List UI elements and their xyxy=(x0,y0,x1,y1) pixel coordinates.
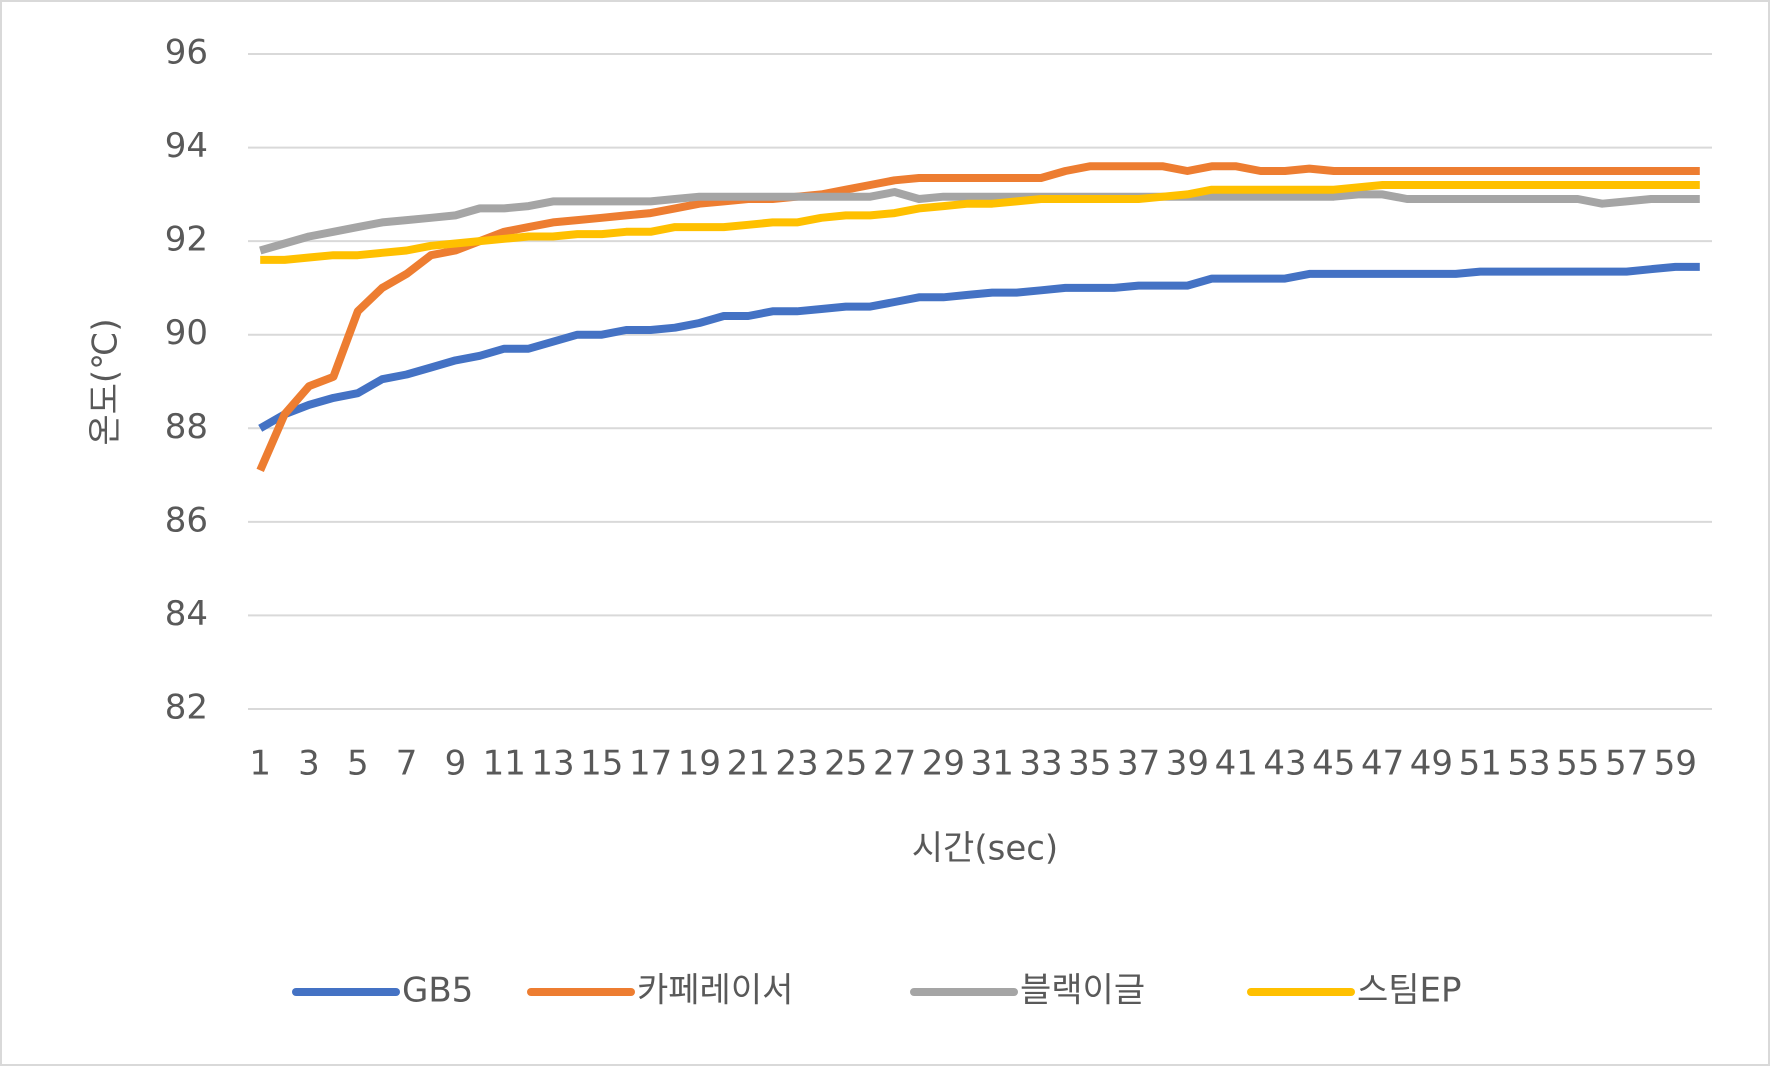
y-tick-label: 90 xyxy=(165,313,208,353)
x-tick-label: 45 xyxy=(1312,744,1355,784)
series-line xyxy=(258,262,1700,432)
x-tick-label: 25 xyxy=(824,744,867,784)
x-tick-label: 19 xyxy=(678,744,721,784)
x-tick-label: 43 xyxy=(1263,744,1306,784)
x-tick-label: 23 xyxy=(775,744,818,784)
x-tick-label: 15 xyxy=(580,744,623,784)
series-line xyxy=(259,188,1700,255)
x-tick-label: 7 xyxy=(396,744,418,784)
x-axis-title: 시간(sec) xyxy=(912,829,1058,869)
y-tick-label: 92 xyxy=(165,220,208,260)
x-tick-label: 17 xyxy=(629,744,672,784)
x-tick-label: 51 xyxy=(1459,744,1502,784)
series-line xyxy=(260,181,1700,264)
y-tick-label: 94 xyxy=(165,126,208,166)
legend-label: 카페레이서 xyxy=(637,971,793,1011)
x-tick-label: 5 xyxy=(347,744,369,784)
x-tick-label: 21 xyxy=(727,744,770,784)
x-tick-label: 3 xyxy=(298,744,320,784)
legend-label: GB5 xyxy=(402,971,473,1011)
x-tick-label: 41 xyxy=(1215,744,1258,784)
legend-label: 스팀EP xyxy=(1357,971,1462,1011)
x-tick-label: 49 xyxy=(1410,744,1453,784)
y-tick-label: 96 xyxy=(165,33,208,73)
x-tick-label: 39 xyxy=(1166,744,1209,784)
x-tick-label: 9 xyxy=(445,744,467,784)
x-tick-label: 11 xyxy=(483,744,526,784)
x-tick-label: 31 xyxy=(971,744,1014,784)
x-tick-label: 53 xyxy=(1507,744,1550,784)
series-line xyxy=(256,162,1700,472)
legend-label: 블랙이글 xyxy=(1020,971,1145,1011)
x-tick-label: 37 xyxy=(1117,744,1160,784)
x-tick-label: 13 xyxy=(531,744,574,784)
y-tick-label: 84 xyxy=(165,594,208,634)
x-tick-label: 35 xyxy=(1068,744,1111,784)
x-tick-label: 27 xyxy=(873,744,916,784)
y-tick-label: 82 xyxy=(165,688,208,728)
y-tick-label: 86 xyxy=(165,500,208,540)
x-tick-label: 29 xyxy=(922,744,965,784)
x-tick-label: 33 xyxy=(1019,744,1062,784)
y-axis-title: 온도(℃) xyxy=(86,318,126,445)
x-tick-label: 55 xyxy=(1556,744,1599,784)
x-tick-label: 59 xyxy=(1654,744,1697,784)
x-tick-label: 47 xyxy=(1361,744,1404,784)
y-tick-label: 88 xyxy=(165,407,208,447)
x-tick-label: 1 xyxy=(249,744,271,784)
x-tick-label: 57 xyxy=(1605,744,1648,784)
